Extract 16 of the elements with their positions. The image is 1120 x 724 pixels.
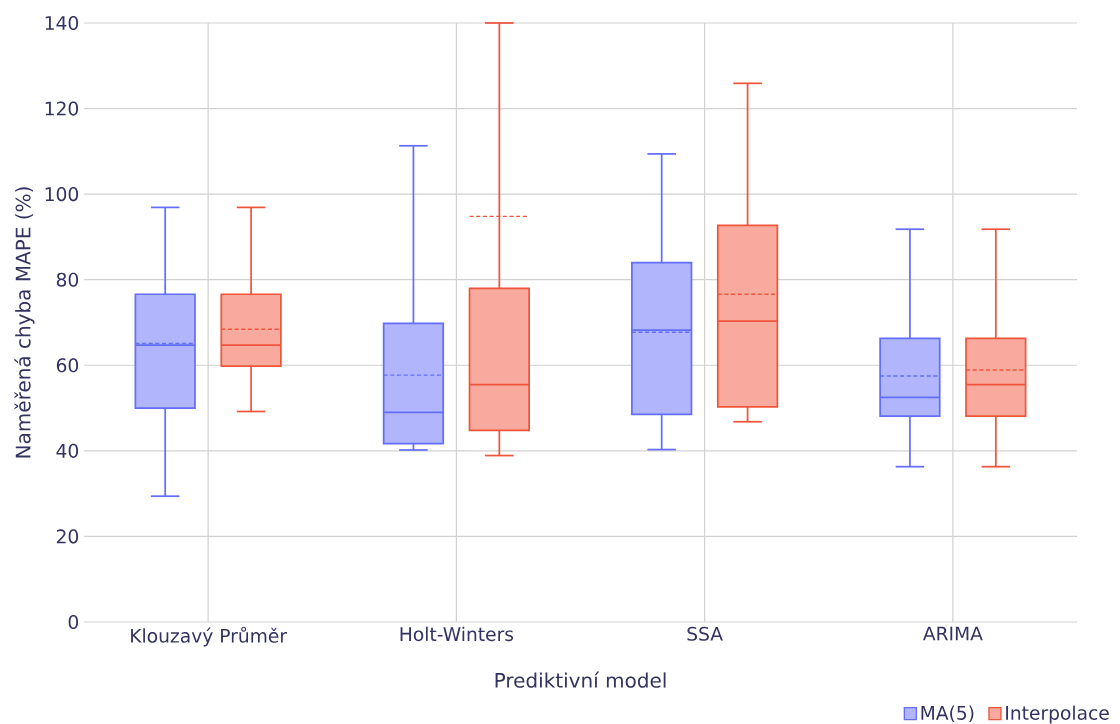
y-tick-label: 60 [56, 358, 79, 373]
x-tick-label: ARIMA [922, 626, 983, 641]
y-tick-label: 100 [45, 187, 79, 202]
y-tick-label: 0 [68, 614, 79, 630]
x-axis-title: Prediktivní model [495, 671, 666, 688]
legend-label: Interpolace [1006, 705, 1109, 724]
y-tick-label: 40 [56, 443, 79, 458]
x-tick-label: SSA [687, 626, 723, 641]
y-tick-label: 20 [56, 529, 79, 544]
y-axis-title: Naměřená chyba MAPE (%) [14, 187, 35, 458]
legend-label: MA(5) [921, 705, 974, 723]
x-tick-label: Klouzavý Průměr [131, 626, 288, 647]
y-tick-label: 120 [45, 101, 79, 116]
x-tick-label: Holt-Winters [400, 626, 514, 642]
y-tick-label: 140 [45, 15, 79, 31]
y-tick-label: 80 [56, 272, 79, 287]
